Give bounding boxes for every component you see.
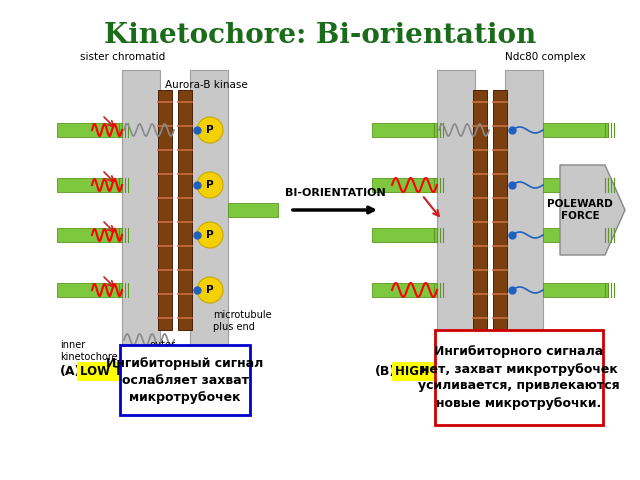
Circle shape — [197, 172, 223, 198]
Bar — [435, 330, 603, 425]
Bar — [543, 283, 608, 297]
Text: P: P — [206, 230, 214, 240]
Text: LOW TENSION: LOW TENSION — [80, 365, 173, 378]
Text: P: P — [206, 180, 214, 190]
Text: microtubule
plus end: microtubule plus end — [213, 310, 271, 332]
Text: inner
kinetochore: inner kinetochore — [60, 340, 118, 361]
Text: HIGH TENSION: HIGH TENSION — [395, 365, 492, 378]
Bar — [473, 90, 487, 330]
Circle shape — [197, 117, 223, 143]
Bar — [372, 283, 437, 297]
Bar — [158, 90, 172, 330]
Bar — [120, 345, 250, 415]
Bar — [57, 283, 122, 297]
Bar — [437, 70, 475, 350]
Text: BI-ORIENTATION: BI-ORIENTATION — [285, 188, 385, 198]
Bar — [543, 228, 608, 242]
Bar — [372, 178, 437, 192]
Bar — [178, 90, 192, 330]
Text: sister chromatid: sister chromatid — [80, 52, 165, 62]
Bar — [228, 203, 278, 217]
Bar — [57, 123, 122, 137]
Bar — [122, 70, 160, 350]
Text: Aurora-B kinase: Aurora-B kinase — [165, 80, 248, 90]
Text: (A): (A) — [60, 365, 81, 378]
Bar — [190, 70, 228, 350]
Text: Ингибиторный сигнал
ослабляет захват
микротрубочек: Ингибиторный сигнал ослабляет захват мик… — [106, 357, 264, 404]
Text: Ndc80 complex: Ndc80 complex — [505, 52, 586, 62]
Bar — [57, 228, 122, 242]
Bar — [372, 123, 437, 137]
Text: outer
kinetochore: outer kinetochore — [150, 340, 207, 361]
Text: (B): (B) — [375, 365, 396, 378]
Text: P: P — [206, 285, 214, 295]
Polygon shape — [560, 165, 625, 255]
Text: Ингибиторного сигнала
нет, захват микротрубочек
усиливается, привлекаются
новые : Ингибиторного сигнала нет, захват микрот… — [418, 346, 620, 409]
Text: P: P — [206, 125, 214, 135]
Bar — [543, 123, 608, 137]
Bar — [493, 90, 507, 330]
Bar — [543, 178, 608, 192]
Bar — [505, 70, 543, 350]
Circle shape — [197, 277, 223, 303]
Text: POLEWARD
FORCE: POLEWARD FORCE — [547, 199, 613, 221]
Bar — [372, 228, 437, 242]
Circle shape — [197, 222, 223, 248]
Bar — [57, 178, 122, 192]
Text: Kinetochore: Bi-orientation: Kinetochore: Bi-orientation — [104, 22, 536, 49]
